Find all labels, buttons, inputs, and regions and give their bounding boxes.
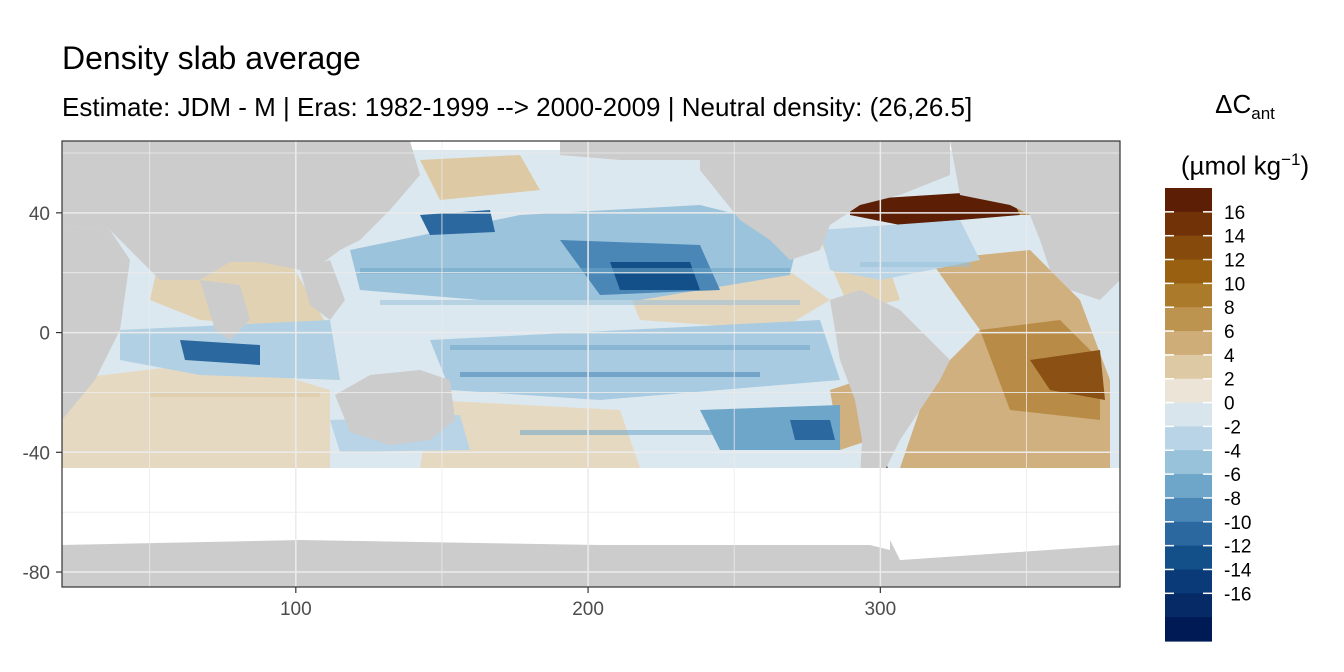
colorbar-swatch	[1165, 188, 1212, 213]
legend-unit-prefix: (µmol kg	[1180, 150, 1282, 181]
ocean-positive-zone	[420, 155, 540, 200]
colorbar-label: -8	[1224, 489, 1241, 510]
colorbar-swatch	[1165, 450, 1212, 475]
colorbar-label: 14	[1224, 227, 1246, 248]
colorbar-swatch	[1165, 211, 1212, 237]
colorbar-label: 8	[1224, 298, 1235, 319]
land-australia	[335, 370, 455, 445]
land-eurasia-north	[62, 141, 420, 280]
stripe	[860, 262, 970, 267]
colorbar-swatch	[1165, 521, 1212, 547]
y-tick-label: -40	[23, 443, 50, 464]
land-north-pacific-coast	[560, 141, 700, 160]
legend-title-symbol: ΔC	[1215, 89, 1252, 119]
stripe	[150, 392, 320, 397]
colorbar-label: 6	[1224, 322, 1235, 343]
land-north-america-east	[950, 141, 1120, 300]
stripe	[380, 300, 800, 305]
panel-border	[61, 140, 1121, 588]
no-data-band	[880, 505, 1120, 560]
land-south-america	[830, 290, 950, 490]
x-tick-label: 200	[572, 599, 604, 620]
colorbar-swatch	[1165, 474, 1212, 499]
colorbar-label: 0	[1224, 394, 1235, 415]
x-tick-label: 300	[864, 599, 896, 620]
y-tick-label: 40	[29, 204, 50, 225]
land-arabia-india	[200, 280, 250, 340]
colorbar-label: 16	[1224, 203, 1245, 224]
gridlines	[62, 141, 1120, 587]
ocean-positive-zone	[850, 190, 1020, 225]
stripe	[460, 372, 760, 377]
ocean-striations	[150, 262, 970, 435]
colorbar-swatch	[1165, 569, 1212, 594]
ocean-negative-zone	[790, 420, 835, 440]
legend-unit-suffix: )	[1300, 150, 1310, 181]
colorbar-swatch	[1165, 497, 1212, 523]
chart-subtitle: Estimate: JDM - M | Eras: 1982-1999 --> …	[62, 92, 973, 122]
land-antarctica	[62, 520, 1120, 587]
ocean-negative-zone	[610, 262, 700, 290]
colorbar-swatch	[1165, 378, 1212, 404]
map-layer	[62, 141, 1120, 587]
ocean-positive-zone	[62, 360, 330, 468]
colorbar-label: 10	[1224, 274, 1245, 295]
ocean-negative-zone	[180, 340, 260, 365]
y-axis: 40 0 -40 -80	[23, 204, 62, 584]
colorbar-label: -14	[1224, 560, 1252, 581]
x-tick-label: 100	[280, 599, 312, 620]
legend-title: ΔCant (µmol kg−1)	[1150, 86, 1340, 184]
legend-unit-exponent: −1	[1281, 150, 1301, 170]
colorbar-swatch	[1165, 402, 1212, 428]
colorbar	[1165, 188, 1212, 642]
x-axis: 100 200 300	[280, 587, 896, 620]
colorbar-swatch	[1165, 545, 1212, 571]
colorbar-label: 2	[1224, 370, 1235, 391]
colorbar-swatch	[1165, 235, 1212, 261]
ocean-positive-zone	[1030, 350, 1105, 400]
colorbar-label: -2	[1224, 417, 1241, 438]
chart-title: Density slab average	[62, 40, 361, 76]
y-tick-label: 0	[39, 324, 50, 345]
colorbar-swatch	[1165, 259, 1212, 284]
colorbar-label: -10	[1224, 513, 1251, 534]
colorbar-swatch	[1165, 331, 1212, 356]
land-seasia	[300, 260, 345, 320]
colorbar-swatch	[1165, 283, 1212, 308]
stripe	[520, 430, 780, 435]
y-tick-label: -80	[23, 563, 50, 584]
colorbar-label: 4	[1224, 346, 1235, 367]
stripe	[450, 345, 810, 350]
ocean-negative-zone	[430, 320, 840, 400]
colorbar-label: -16	[1224, 584, 1251, 605]
colorbar-swatch	[1165, 354, 1212, 380]
legend-title-subscript: ant	[1251, 104, 1275, 124]
colorbar-swatch	[1165, 307, 1212, 332]
colorbar-label: -6	[1224, 465, 1241, 486]
colorbar-swatch	[1165, 593, 1212, 618]
colorbar-label: 12	[1224, 251, 1245, 272]
land-masses	[62, 141, 1120, 587]
colorbar-swatch	[1165, 426, 1212, 451]
colorbar-label: -4	[1224, 441, 1241, 462]
colorbar-label: -12	[1224, 537, 1251, 558]
colorbar-swatch	[1165, 617, 1212, 642]
legend-unit: (µmol kg−1)	[1150, 142, 1340, 184]
ocean-negative-zone	[420, 210, 495, 235]
land-north-america	[700, 141, 950, 260]
land-africa-west	[62, 225, 130, 420]
stripe	[360, 268, 790, 274]
